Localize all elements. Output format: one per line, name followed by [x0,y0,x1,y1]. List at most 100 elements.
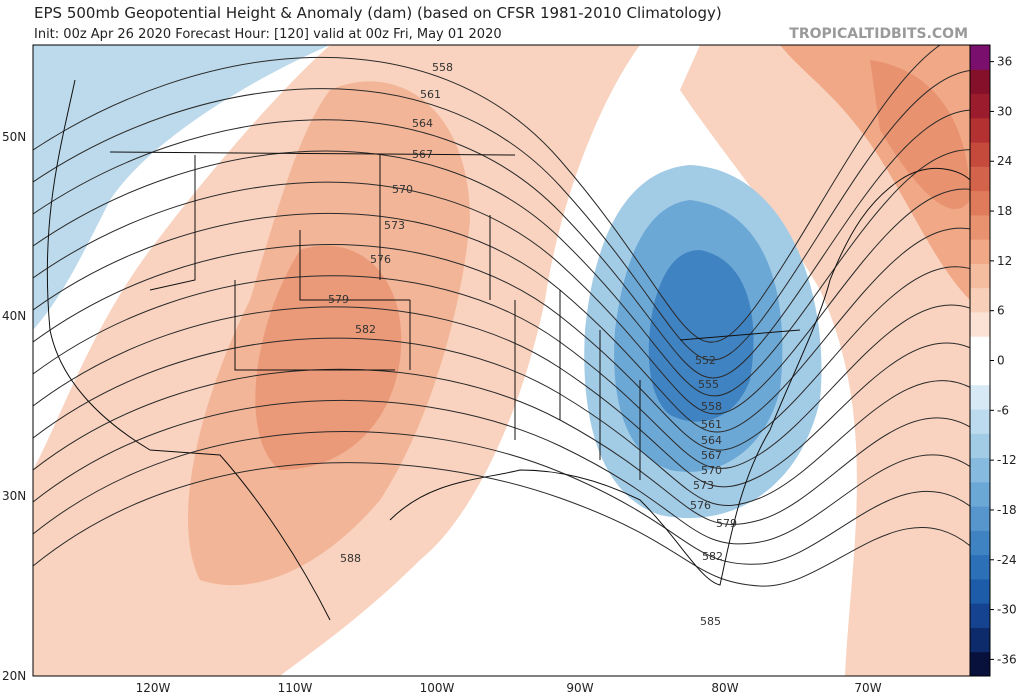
contour-line [33,337,970,506]
contour-line [33,275,970,469]
colorbar-swatch [970,45,990,70]
colorbar-swatch [970,457,990,483]
contour-label: 567 [412,148,433,161]
colorbar-swatch [970,287,990,313]
latitude-labels: 50N 40N 30N 20N [2,130,26,683]
colorbar-swatch [970,336,990,361]
contour-label: 579 [716,517,737,530]
contour-label: 552 [695,354,716,367]
colorbar-swatch [970,481,990,507]
colorbar-swatch [970,433,990,459]
contour-label: 561 [701,418,722,431]
title: EPS 500mb Geopotential Height & Anomaly … [34,4,722,22]
lat-label: 30N [2,489,26,503]
contour-label: 582 [702,550,723,563]
colorbar-swatch [970,263,990,289]
colorbar-swatch [970,384,990,410]
map-area [33,45,970,676]
lat-label: 50N [2,130,26,144]
contour-label: 555 [698,378,719,391]
colorbar-swatch [970,166,990,192]
contour-label: 570 [701,464,722,477]
colorbar-swatch [970,603,990,628]
colorbar-tick-label: 30 [997,104,1012,118]
contour-label: 558 [432,61,453,74]
contour-line [33,109,970,379]
contour-label: 558 [701,400,722,413]
colorbar-tick-label: 0 [997,354,1005,368]
anomaly-negative [648,250,754,422]
borders [46,79,970,621]
colorbar-swatch [970,506,990,531]
height-contours [33,45,970,587]
contour-label: 561 [420,88,441,101]
colorbar-swatch [970,578,990,604]
colorbar-tick-label: 12 [997,254,1012,268]
lon-label: 110W [278,681,313,695]
lon-label: 80W [711,681,738,695]
colorbar-swatch [970,554,990,580]
colorbar-tick-label: -6 [997,403,1009,417]
colorbar-swatch [970,142,990,167]
contour-label: 585 [700,615,721,628]
colorbar-swatch [970,651,990,677]
contour-line [33,149,970,397]
colorbar-swatch [970,530,990,556]
contour-line [33,306,970,488]
longitude-labels: 120W 110W 100W 90W 80W 70W [136,681,882,695]
anomaly-positive [680,45,970,676]
lon-label: 90W [566,681,593,695]
colorbar-tick-label: 18 [997,204,1012,218]
contour-label: 576 [370,253,391,266]
subtitle: Init: 00z Apr 26 2020 Forecast Hour: [12… [34,27,502,42]
contour-line [33,399,970,545]
colorbar-swatch [970,93,990,119]
contour-label: 570 [392,183,413,196]
contour-label: 579 [328,293,349,306]
colorbar: 36 30 24 18 12 6 0 -6 -12 -18 -24 -30 -36 [969,44,1017,677]
contour-label: 588 [340,552,361,565]
contour-label: 582 [355,323,376,336]
contour-line [33,462,970,587]
contour-line [33,45,941,343]
colorbar-tick-label: 36 [997,55,1012,69]
colorbar-swatch [970,190,990,216]
colorbar-tick-label: 6 [997,304,1005,318]
colorbar-tick-label: -18 [997,503,1017,517]
lon-label: 100W [420,681,455,695]
colorbar-tick-label: -30 [997,603,1017,617]
colorbar-tick-label: 24 [997,154,1012,168]
lat-label: 20N [2,669,26,683]
anomaly-negative [33,45,330,330]
contour-line [33,181,970,415]
contour-line [33,431,970,565]
contour-label: 573 [384,219,405,232]
contour-line [33,368,970,525]
colorbar-swatch [970,360,990,386]
colorbar-swatch [970,409,990,434]
lon-label: 120W [136,681,171,695]
colorbar-tick-label: -36 [997,652,1017,666]
colorbar-tick-label: -12 [997,453,1017,467]
contour-label: 567 [701,449,722,462]
lon-label: 70W [854,681,881,695]
contour-line [33,70,970,361]
colorbar-swatch [970,627,990,653]
contour-label: 564 [701,434,722,447]
colorbar-swatch [970,239,990,264]
anomaly-positive [255,245,402,470]
colorbar-swatch [970,69,990,95]
contour-label: 573 [693,479,714,492]
contour-line [33,212,970,433]
contour-line [33,244,970,451]
colorbar-swatch [970,117,990,143]
colorbar-swatch [970,311,990,337]
anomaly-positive [870,60,970,210]
contour-labels: 558 561 564 567 570 573 576 579 582 588 … [328,61,737,628]
contour-label: 576 [690,499,711,512]
contour-label: 564 [412,117,433,130]
lat-label: 40N [2,309,26,323]
colorbar-tick-label: -24 [997,553,1017,567]
watermark: TROPICALTIDBITS.COM [789,26,968,42]
